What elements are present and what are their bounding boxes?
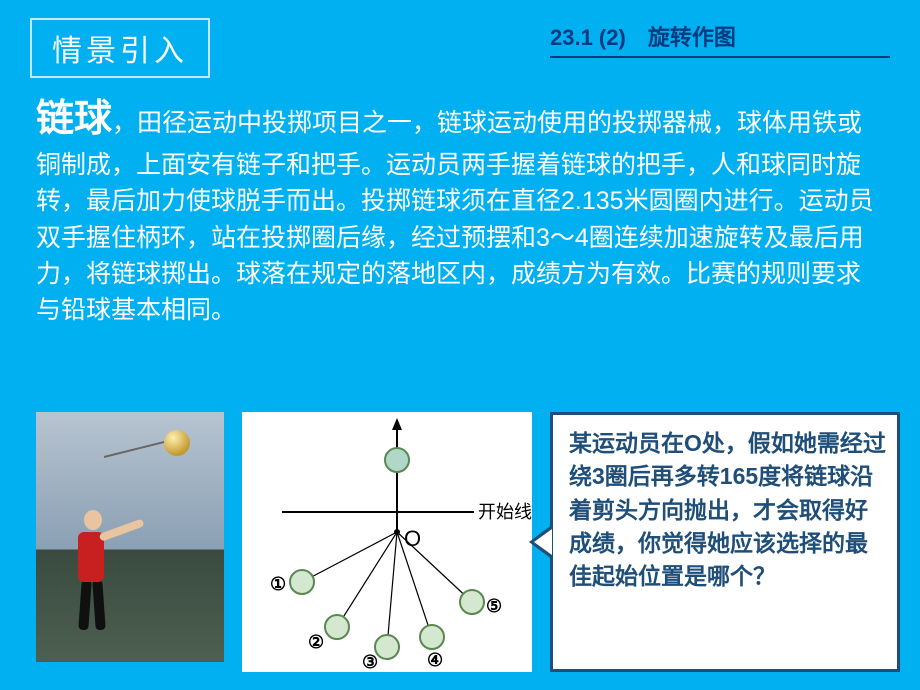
body-paragraph: 链球，田径运动中投掷项目之一，链球运动使用的投掷器械，球体用铁或铜制成，上面安有… xyxy=(36,92,884,328)
bottom-row: 开始线 O ① ② ③ ④ xyxy=(36,412,900,672)
hammer-wire xyxy=(104,439,172,458)
node-2: ② xyxy=(308,615,349,652)
node-5: ⑤ xyxy=(460,590,502,616)
svg-text:②: ② xyxy=(308,632,324,652)
athlete-photo xyxy=(36,412,224,662)
center-label: O xyxy=(404,526,421,551)
rotation-diagram: 开始线 O ① ② ③ ④ xyxy=(242,412,532,672)
svg-text:④: ④ xyxy=(427,650,443,670)
node-4: ④ xyxy=(420,625,444,670)
section-label: 23.1 (2) 旋转作图 xyxy=(550,20,890,58)
scene-intro-title: 情景引入 xyxy=(52,35,188,68)
svg-text:⑤: ⑤ xyxy=(486,596,502,616)
section-text: 23.1 (2) 旋转作图 xyxy=(550,25,736,50)
paragraph-text: ，田径运动中投掷项目之一，链球运动使用的投掷器械，球体用铁或铜制成，上面安有链子… xyxy=(36,109,874,324)
scene-intro-box: 情景引入 xyxy=(30,18,210,78)
section-underline xyxy=(550,56,890,58)
lead-word: 链球 xyxy=(36,98,112,140)
node-1: ① xyxy=(270,570,314,594)
question-box: 某运动员在O处，假如她需经过绕3圈后再多转165度将链球沿着剪头方向抛出，才会取… xyxy=(550,412,900,672)
question-text: 某运动员在O处，假如她需经过绕3圈后再多转165度将链球沿着剪头方向抛出，才会取… xyxy=(569,430,886,589)
node-3: ③ xyxy=(362,635,399,672)
hammer-ball xyxy=(164,430,190,456)
svg-text:①: ① xyxy=(270,574,286,594)
diagram-svg: 开始线 O ① ② ③ ④ xyxy=(242,412,532,672)
start-line-label: 开始线 xyxy=(478,502,532,522)
callout-arrow-icon xyxy=(529,524,553,560)
athlete-figure xyxy=(64,492,124,642)
svg-text:③: ③ xyxy=(362,652,378,672)
